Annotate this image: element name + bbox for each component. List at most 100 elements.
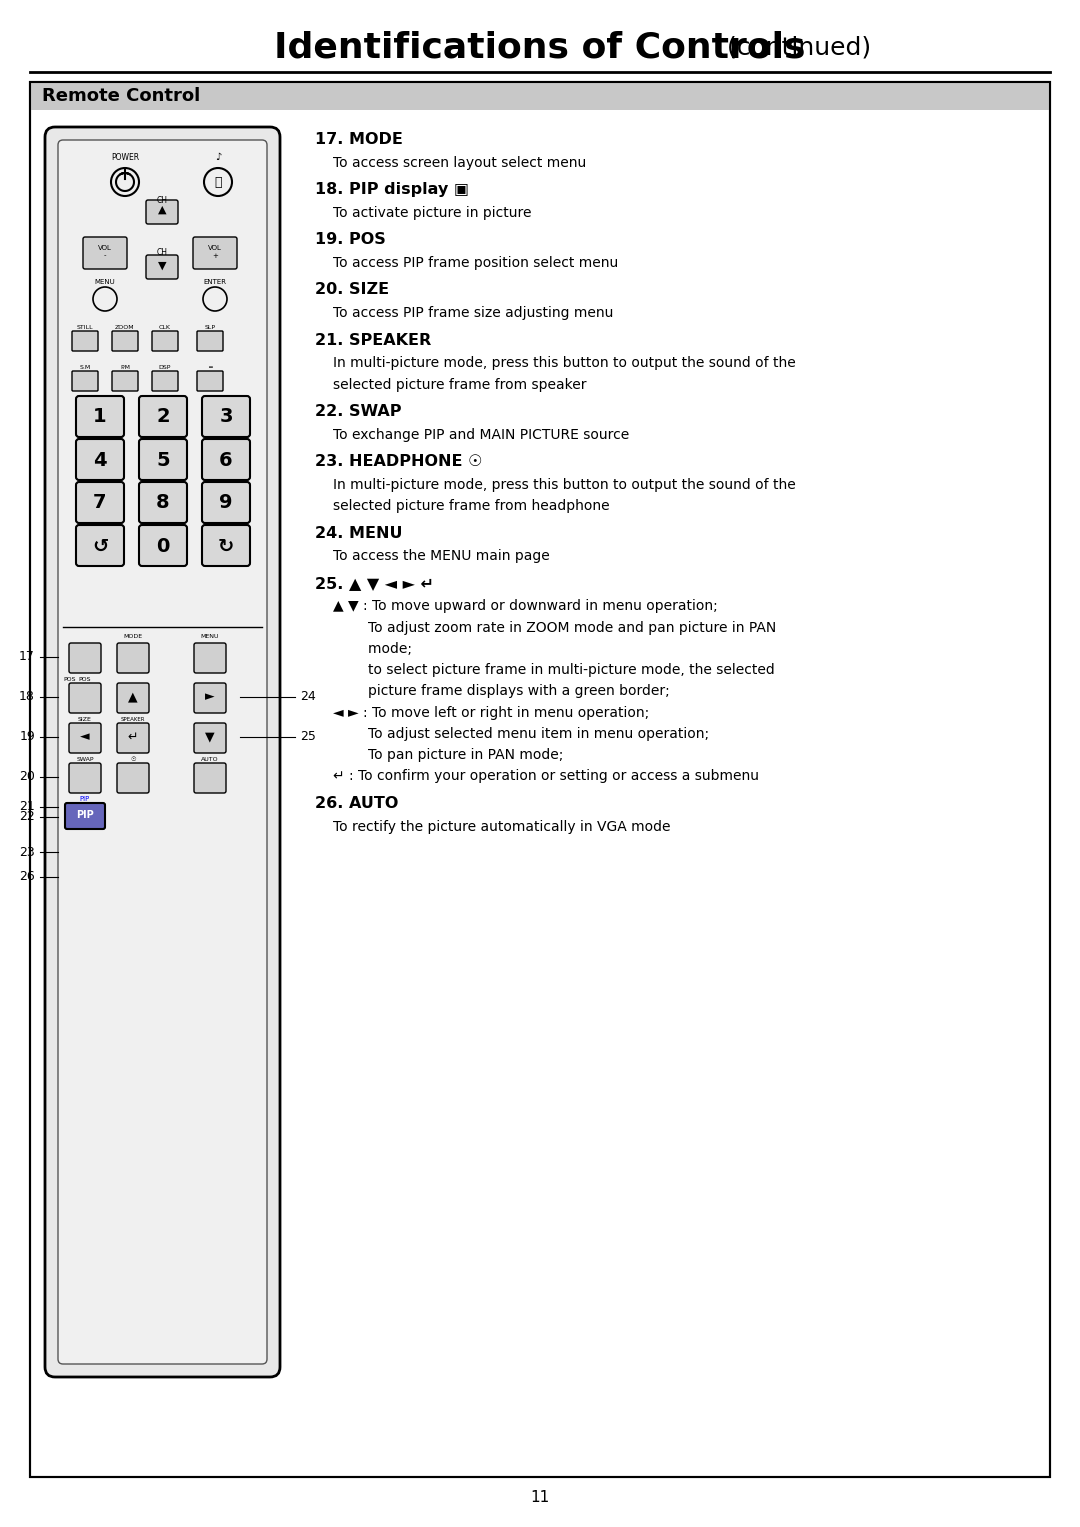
Text: 0: 0	[157, 536, 170, 556]
Text: ▲: ▲	[158, 205, 166, 215]
Text: 4: 4	[93, 450, 107, 469]
Text: 7: 7	[93, 493, 107, 513]
FancyBboxPatch shape	[45, 127, 280, 1377]
FancyBboxPatch shape	[76, 525, 124, 567]
Text: 24: 24	[300, 690, 315, 704]
Text: S.M: S.M	[79, 365, 91, 370]
Text: 17. MODE: 17. MODE	[315, 131, 403, 147]
Text: 26: 26	[19, 870, 35, 884]
Text: Identifications of Controls: Identifications of Controls	[274, 31, 806, 64]
Text: Remote Control: Remote Control	[42, 87, 200, 105]
Text: ♪: ♪	[215, 153, 221, 162]
Text: DSP: DSP	[159, 365, 172, 370]
Text: 18: 18	[19, 690, 35, 704]
Text: 23. HEADPHONE ☉: 23. HEADPHONE ☉	[315, 454, 483, 469]
FancyBboxPatch shape	[194, 722, 226, 753]
Text: MENU: MENU	[95, 279, 116, 286]
Text: picture frame displays with a green border;: picture frame displays with a green bord…	[333, 684, 670, 698]
Text: 5: 5	[157, 450, 170, 469]
FancyBboxPatch shape	[202, 483, 249, 524]
Text: PIP: PIP	[80, 796, 90, 802]
Text: 22. SWAP: 22. SWAP	[315, 405, 402, 418]
Text: POS: POS	[79, 676, 91, 683]
Text: 🔇: 🔇	[214, 176, 221, 188]
FancyBboxPatch shape	[139, 438, 187, 479]
Text: ZOOM: ZOOM	[116, 325, 135, 330]
FancyBboxPatch shape	[139, 483, 187, 524]
Text: ▼: ▼	[158, 261, 166, 270]
FancyBboxPatch shape	[72, 331, 98, 351]
Text: AUTO: AUTO	[201, 757, 219, 762]
FancyBboxPatch shape	[117, 683, 149, 713]
Text: ▼: ▼	[205, 730, 215, 744]
Text: MENU: MENU	[201, 634, 219, 638]
Text: mode;: mode;	[333, 641, 411, 657]
FancyBboxPatch shape	[194, 764, 226, 793]
FancyBboxPatch shape	[117, 764, 149, 793]
FancyBboxPatch shape	[202, 438, 249, 479]
FancyBboxPatch shape	[117, 643, 149, 673]
Text: 19. POS: 19. POS	[315, 232, 386, 247]
Text: ▲: ▲	[129, 690, 138, 704]
FancyBboxPatch shape	[139, 525, 187, 567]
Text: To rectify the picture automatically in VGA mode: To rectify the picture automatically in …	[333, 820, 671, 834]
FancyBboxPatch shape	[193, 237, 237, 269]
Text: 11: 11	[530, 1489, 550, 1504]
Text: 19: 19	[19, 730, 35, 744]
Text: To pan picture in PAN mode;: To pan picture in PAN mode;	[333, 748, 564, 762]
Text: POS: POS	[64, 676, 77, 683]
Text: To exchange PIP and MAIN PICTURE source: To exchange PIP and MAIN PICTURE source	[333, 428, 630, 441]
FancyBboxPatch shape	[197, 331, 222, 351]
Text: CLK: CLK	[159, 325, 171, 330]
Text: POWER: POWER	[111, 153, 139, 162]
Text: 9: 9	[219, 493, 233, 513]
FancyBboxPatch shape	[69, 643, 102, 673]
Text: 25: 25	[300, 730, 315, 744]
Text: selected picture frame from headphone: selected picture frame from headphone	[333, 499, 609, 513]
FancyBboxPatch shape	[152, 331, 178, 351]
Text: CH: CH	[157, 195, 167, 205]
FancyBboxPatch shape	[72, 371, 98, 391]
FancyBboxPatch shape	[194, 683, 226, 713]
Text: ↻: ↻	[218, 536, 234, 556]
Text: 6: 6	[219, 450, 233, 469]
FancyBboxPatch shape	[194, 643, 226, 673]
Text: P.M: P.M	[120, 365, 130, 370]
FancyBboxPatch shape	[83, 237, 127, 269]
FancyBboxPatch shape	[76, 438, 124, 479]
FancyBboxPatch shape	[76, 395, 124, 437]
FancyBboxPatch shape	[58, 140, 267, 1364]
Text: ☉: ☉	[131, 757, 136, 762]
FancyBboxPatch shape	[139, 395, 187, 437]
Text: SWAP: SWAP	[77, 757, 94, 762]
FancyBboxPatch shape	[112, 371, 138, 391]
FancyBboxPatch shape	[69, 764, 102, 793]
Text: 21: 21	[19, 800, 35, 814]
Text: 22: 22	[19, 811, 35, 823]
FancyBboxPatch shape	[146, 200, 178, 224]
Text: (continued): (continued)	[719, 35, 872, 60]
Text: 2: 2	[157, 408, 170, 426]
Bar	[30, 82, 1050, 110]
Text: ◄: ◄	[80, 730, 90, 744]
Text: To adjust zoom rate in ZOOM mode and pan picture in PAN: To adjust zoom rate in ZOOM mode and pan…	[333, 621, 777, 635]
Text: MODE: MODE	[123, 634, 143, 638]
Text: SPEAKER: SPEAKER	[121, 718, 145, 722]
Text: selected picture frame from speaker: selected picture frame from speaker	[333, 377, 586, 391]
Text: ↵ : To confirm your operation or setting or access a submenu: ↵ : To confirm your operation or setting…	[333, 770, 759, 783]
FancyBboxPatch shape	[112, 331, 138, 351]
Text: To access PIP frame position select menu: To access PIP frame position select menu	[333, 257, 618, 270]
Text: 18. PIP display ▣: 18. PIP display ▣	[315, 182, 469, 197]
Text: ▲ ▼ : To move upward or downward in menu operation;: ▲ ▼ : To move upward or downward in menu…	[333, 600, 718, 614]
Text: 24. MENU: 24. MENU	[315, 525, 403, 541]
Text: 17: 17	[19, 651, 35, 664]
Text: STILL: STILL	[77, 325, 93, 330]
Text: 20. SIZE: 20. SIZE	[315, 282, 389, 298]
Text: 26. AUTO: 26. AUTO	[315, 796, 399, 811]
Text: In multi-picture mode, press this button to output the sound of the: In multi-picture mode, press this button…	[333, 478, 796, 492]
Text: VOL
-: VOL -	[98, 246, 112, 258]
FancyBboxPatch shape	[65, 803, 105, 829]
FancyBboxPatch shape	[202, 525, 249, 567]
FancyBboxPatch shape	[76, 483, 124, 524]
Text: 3: 3	[219, 408, 233, 426]
